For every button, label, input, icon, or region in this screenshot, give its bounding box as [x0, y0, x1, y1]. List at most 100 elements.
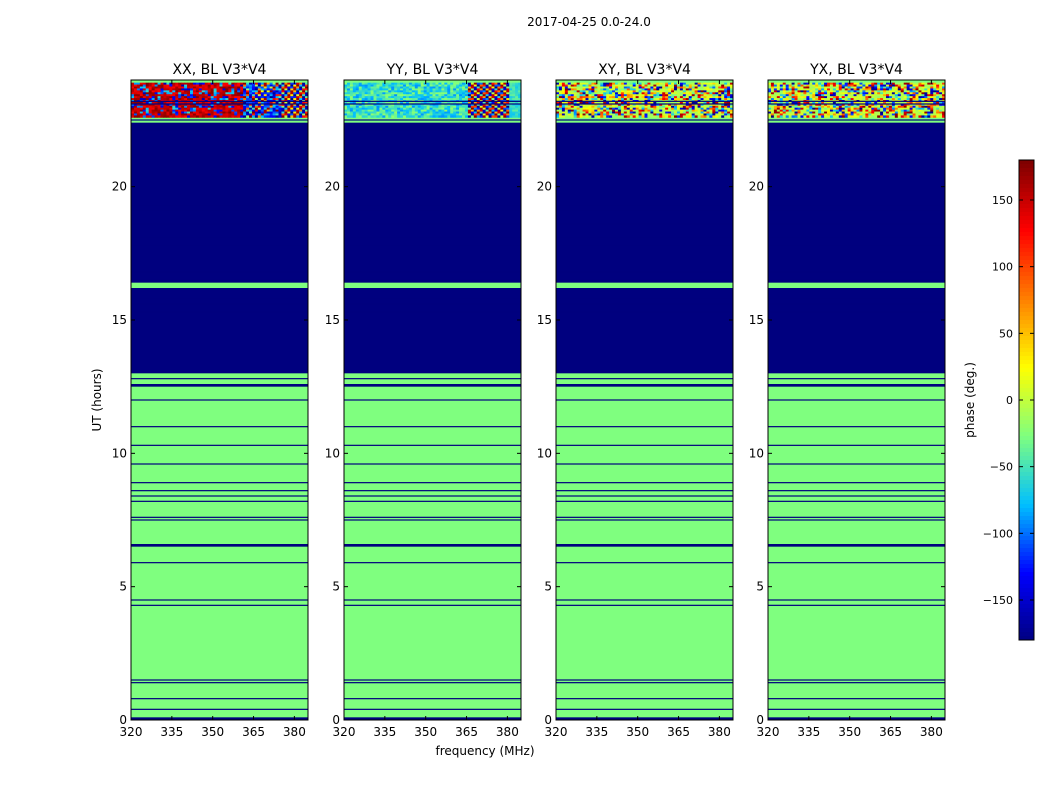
- phase-cell: [782, 96, 787, 99]
- phase-cell: [600, 92, 604, 95]
- phase-cell: [397, 105, 401, 109]
- phase-cell: [145, 101, 150, 105]
- phase-cell: [930, 109, 934, 112]
- phase-cell: [603, 109, 607, 112]
- phase-cell: [453, 111, 457, 114]
- phase-cell: [721, 82, 725, 85]
- phase-cell: [184, 109, 188, 112]
- phase-cell: [201, 94, 206, 97]
- phase-cell: [779, 109, 784, 112]
- phase-cell: [240, 94, 244, 97]
- phase-cell: [588, 113, 592, 116]
- phase-cell: [411, 88, 416, 91]
- phase-cell: [497, 101, 501, 105]
- phase-cell: [184, 115, 188, 118]
- phase-cell: [656, 103, 660, 107]
- phase-cell: [251, 105, 256, 109]
- panel-title: YY, BL V3*V4: [386, 62, 479, 78]
- phase-cell: [420, 92, 425, 95]
- phase-cell: [355, 107, 360, 111]
- colorbar-segment: [1019, 632, 1034, 637]
- phase-cell: [727, 98, 731, 101]
- phase-cell: [175, 90, 179, 93]
- phase-cell: [166, 105, 170, 109]
- colorbar-segment: [1019, 484, 1034, 489]
- phase-cell: [662, 98, 666, 101]
- phase-cell: [361, 94, 366, 97]
- phase-cell: [924, 88, 928, 91]
- phase-cell: [883, 84, 887, 87]
- colorbar-segment: [1019, 556, 1034, 561]
- flagged-line: [556, 298, 733, 300]
- phase-cell: [438, 98, 442, 101]
- phase-cell: [886, 84, 890, 87]
- phase-cell: [411, 86, 416, 89]
- phase-cell: [685, 96, 690, 99]
- phase-cell: [594, 109, 598, 112]
- phase-cell: [370, 98, 374, 101]
- phase-cell: [257, 88, 262, 91]
- phase-cell: [444, 92, 448, 95]
- phase-cell: [299, 113, 303, 116]
- phase-cell: [868, 101, 872, 105]
- phase-cell: [293, 98, 297, 101]
- phase-cell: [561, 115, 566, 118]
- phase-cell: [219, 88, 223, 91]
- phase-cell: [718, 90, 722, 93]
- phase-cell: [405, 103, 410, 107]
- phase-cell: [251, 113, 256, 116]
- phase-cell: [358, 103, 363, 107]
- phase-cell: [494, 84, 498, 87]
- phase-cell: [133, 109, 138, 112]
- phase-cell: [909, 115, 913, 118]
- phase-cell: [346, 98, 351, 101]
- phase-cell: [903, 94, 908, 97]
- phase-cell: [453, 103, 457, 107]
- phase-cell: [367, 84, 371, 87]
- phase-cell: [459, 101, 463, 105]
- flagged-line: [556, 119, 733, 121]
- phase-cell: [847, 98, 851, 101]
- phase-cell: [930, 101, 934, 105]
- phase-cell: [815, 109, 819, 112]
- phase-cell: [237, 113, 241, 116]
- figure-suptitle: 2017-04-25 0.0-24.0: [527, 15, 651, 29]
- phase-cell: [847, 84, 851, 87]
- colorbar-segment: [1019, 480, 1034, 485]
- flagged-line: [768, 204, 945, 206]
- phase-cell: [344, 82, 348, 85]
- phase-cell: [912, 90, 916, 93]
- phase-cell: [635, 107, 639, 111]
- phase-cell: [441, 86, 445, 89]
- phase-cell: [385, 92, 389, 95]
- phase-cell: [718, 105, 722, 109]
- phase-cell: [506, 84, 510, 87]
- phase-cell: [868, 94, 872, 97]
- phase-cell: [856, 86, 860, 89]
- phase-cell: [809, 107, 813, 111]
- phase-cell: [706, 113, 710, 116]
- phase-cell: [939, 96, 943, 99]
- phase-cell: [665, 109, 669, 112]
- phase-cell: [145, 90, 150, 93]
- phase-cell: [464, 88, 469, 91]
- phase-cell: [302, 88, 306, 91]
- flagged-line: [131, 463, 308, 465]
- phase-cell: [234, 94, 238, 97]
- phase-cell: [877, 101, 881, 105]
- phase-cell: [414, 96, 419, 99]
- phase-cell: [376, 86, 380, 89]
- phase-cell: [597, 92, 601, 95]
- phase-cell: [629, 96, 634, 99]
- phase-cell: [868, 96, 872, 99]
- phase-cell: [653, 92, 657, 95]
- phase-cell: [302, 103, 306, 107]
- phase-cell: [694, 103, 698, 107]
- flagged-line: [556, 378, 733, 380]
- phase-cell: [370, 86, 374, 89]
- phase-cell: [591, 84, 595, 87]
- flagged-line: [768, 490, 945, 492]
- phase-cell: [385, 103, 389, 107]
- phase-cell: [850, 109, 854, 112]
- phase-cell: [423, 111, 427, 114]
